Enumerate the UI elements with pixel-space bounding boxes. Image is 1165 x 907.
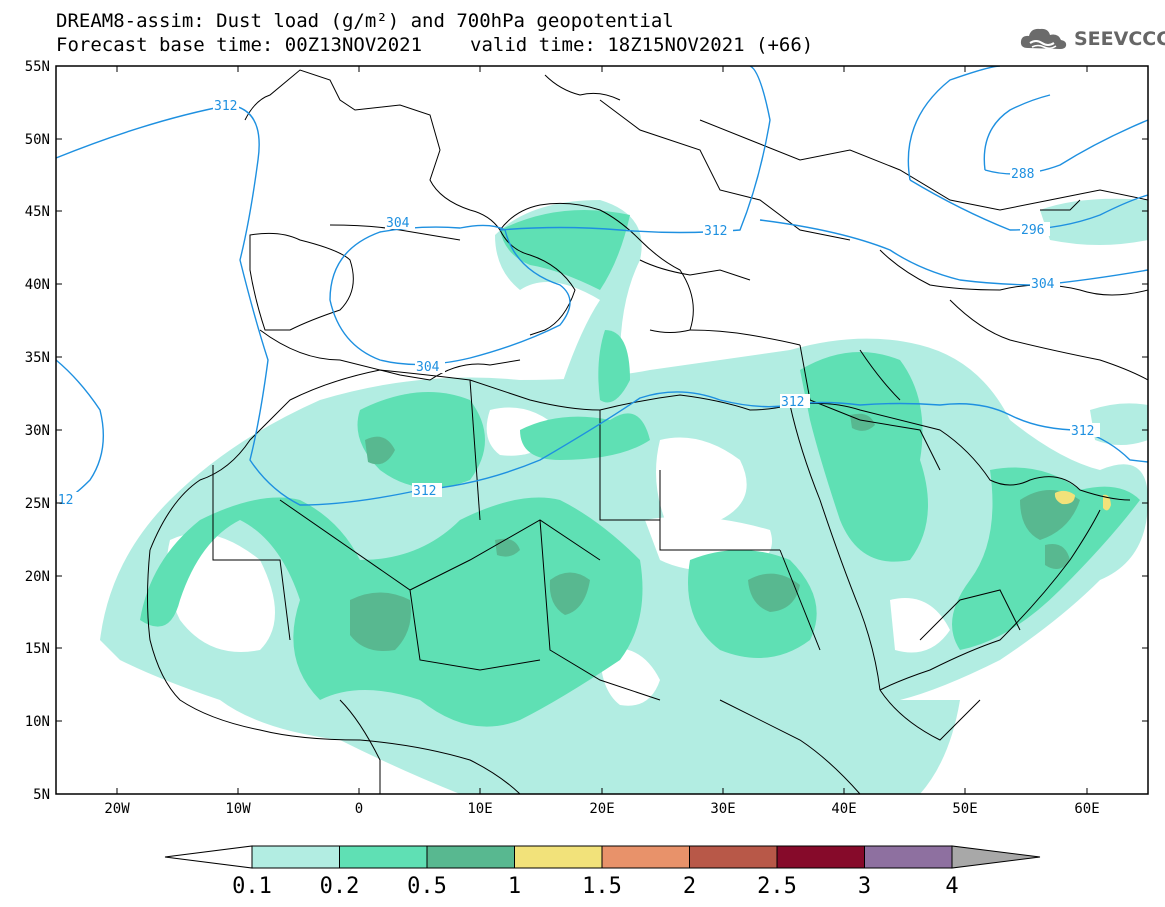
latitude-labels: 55N 50N 45N 40N 35N 30N 25N 20N 15N 10N … bbox=[25, 59, 50, 803]
lat-tick: 45N bbox=[25, 204, 50, 220]
lon-tick: 10W bbox=[225, 801, 251, 817]
colorbar-label: 2.5 bbox=[757, 874, 797, 899]
colorbar-label: 2 bbox=[683, 874, 696, 899]
geopotential-contours bbox=[56, 66, 1148, 506]
colorbar-cell bbox=[689, 845, 778, 869]
logo-text: SEEVCCC bbox=[1074, 28, 1165, 50]
lon-tick: 50E bbox=[952, 801, 977, 817]
lon-tick: 10E bbox=[467, 801, 492, 817]
lon-tick: 0 bbox=[355, 801, 363, 817]
lon-tick: 30E bbox=[710, 801, 735, 817]
colorbar-label: 1 bbox=[508, 874, 521, 899]
colorbar-label: 1.5 bbox=[582, 874, 622, 899]
contour-label: 304 bbox=[386, 216, 410, 231]
contour-label: 288 bbox=[1011, 167, 1034, 182]
colorbar-high-arrow bbox=[951, 845, 1041, 869]
colorbar-low-arrow bbox=[164, 845, 253, 869]
axis-ticks bbox=[56, 65, 1148, 794]
contour-label: 312 bbox=[50, 493, 73, 508]
colorbar-label: 3 bbox=[858, 874, 871, 899]
lat-tick: 5N bbox=[33, 787, 50, 803]
contour-label: 304 bbox=[1031, 277, 1055, 292]
base-time: Forecast base time: 00Z13NOV2021 bbox=[56, 34, 423, 56]
cloud-icon bbox=[1020, 28, 1067, 50]
colorbar-cell bbox=[864, 845, 953, 869]
colorbar-label: 0.1 bbox=[232, 874, 272, 899]
contour-label: 312 bbox=[704, 224, 727, 239]
map-title: DREAM8-assim: Dust load (g/m²) and 700hP… bbox=[56, 10, 674, 32]
coastlines bbox=[147, 69, 1148, 794]
colorbar-cell bbox=[776, 845, 865, 869]
colorbar-label: 0.5 bbox=[407, 874, 447, 899]
lat-tick: 30N bbox=[25, 423, 50, 439]
lon-tick: 40E bbox=[831, 801, 856, 817]
valid-time: valid time: 18Z15NOV2021 (+66) bbox=[470, 34, 814, 56]
colorbar-cell bbox=[601, 845, 690, 869]
colorbar-label: 0.2 bbox=[320, 874, 360, 899]
lat-tick: 55N bbox=[25, 59, 50, 75]
contour-label: 296 bbox=[1021, 223, 1044, 238]
lon-tick: 20W bbox=[104, 801, 130, 817]
contour-label: 312 bbox=[1071, 424, 1094, 439]
lat-tick: 25N bbox=[25, 496, 50, 512]
colorbar-label: 4 bbox=[945, 874, 958, 899]
lon-tick: 60E bbox=[1074, 801, 1099, 817]
seevccc-logo: SEEVCCC bbox=[1018, 24, 1165, 54]
lat-tick: 50N bbox=[25, 132, 50, 148]
colorbar: 0.1 0.2 0.5 1 1.5 2 2.5 3 4 bbox=[164, 845, 1041, 899]
lat-tick: 15N bbox=[25, 641, 50, 657]
contour-label: 312 bbox=[214, 99, 237, 114]
contour-label: 304 bbox=[416, 360, 440, 375]
lat-tick: 10N bbox=[25, 714, 50, 730]
lat-tick: 35N bbox=[25, 350, 50, 366]
dust-load-shading bbox=[100, 198, 1148, 794]
colorbar-cell bbox=[514, 845, 603, 869]
forecast-times: Forecast base time: 00Z13NOV2021 valid ti… bbox=[56, 34, 813, 56]
colorbar-cell bbox=[339, 845, 428, 869]
lon-tick: 20E bbox=[589, 801, 614, 817]
lat-tick: 40N bbox=[25, 277, 50, 293]
contour-label: 312 bbox=[413, 484, 436, 499]
colorbar-cell bbox=[251, 845, 340, 869]
colorbar-cell bbox=[426, 845, 515, 869]
lat-tick: 20N bbox=[25, 569, 50, 585]
longitude-labels: 20W 10W 0 10E 20E 30E 40E 50E 60E bbox=[104, 801, 1099, 817]
contour-label: 312 bbox=[781, 395, 804, 410]
contour-labels: 312 304 288 296 304 304 312 312 312 312 … bbox=[50, 98, 1100, 508]
